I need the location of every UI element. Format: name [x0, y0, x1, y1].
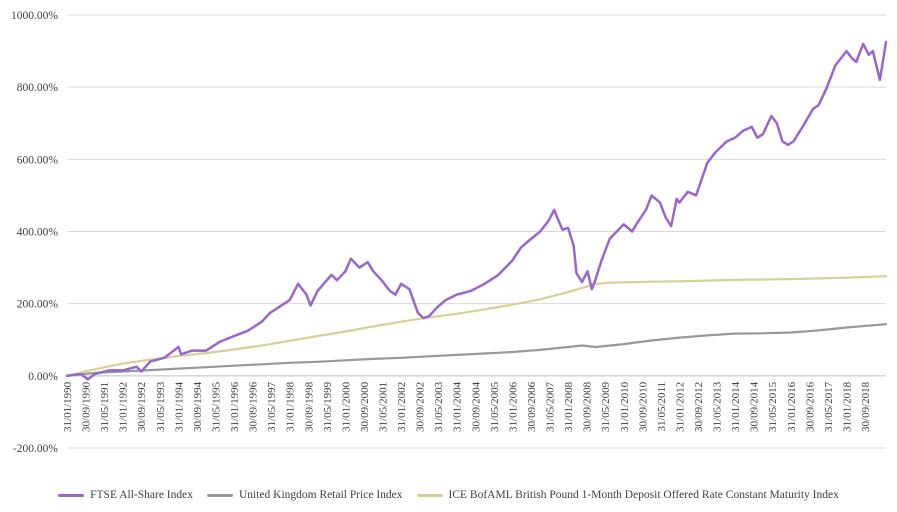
y-tick-label: -200.00% — [13, 443, 58, 455]
x-tick-label: 30/09/2008 — [582, 381, 594, 432]
x-tick-label: 31/01/2010 — [619, 381, 631, 432]
series-line-ftse — [65, 40, 888, 381]
x-tick-label: 30/09/2000 — [359, 381, 371, 432]
series-line-deposit — [65, 275, 888, 377]
x-tick-label: 31/01/2006 — [507, 381, 519, 432]
legend-label-deposit: ICE BofAML British Pound 1-Month Deposit… — [448, 489, 839, 501]
x-tick-label: 30/09/1994 — [192, 381, 204, 432]
series-line-rpi — [65, 323, 888, 377]
y-tick-label: 800.00% — [17, 82, 59, 94]
x-tick-label: 30/09/2006 — [526, 381, 538, 432]
y-tick-label: 200.00% — [17, 299, 59, 311]
x-tick-label: 31/05/1991 — [99, 382, 111, 432]
x-tick-label: 31/01/2008 — [563, 381, 575, 432]
y-tick-label: 400.00% — [17, 227, 59, 239]
legend-item-deposit: ICE BofAML British Pound 1-Month Deposit… — [416, 486, 839, 504]
y-tick-labels: -200.00% 0.00% 200.00% 400.00% 600.00% 800.00… — [11, 10, 58, 455]
x-tick-label: 31/05/2009 — [600, 381, 612, 432]
x-tick-label: 30/09/1992 — [136, 382, 148, 432]
legend-swatch-deposit — [416, 493, 443, 497]
legend-item-rpi: United Kingdom Retail Price Index — [207, 486, 403, 504]
x-tick-label: 30/09/2004 — [470, 381, 482, 432]
x-tick-label: 31/05/1997 — [266, 381, 278, 432]
x-tick-labels: 31/01/1990 30/09/1990 31/05/1991 31/01/1992… — [62, 381, 872, 432]
x-tick-label: 30/09/1998 — [303, 381, 315, 432]
x-tick-label: 31/01/1994 — [173, 381, 185, 432]
x-tick-label: 31/05/2005 — [489, 381, 501, 432]
x-tick-label: 31/01/1996 — [229, 381, 241, 432]
x-tick-label: 31/01/1990 — [62, 381, 74, 432]
x-tick-label: 31/01/2000 — [340, 381, 352, 432]
x-tick-label: 31/01/2002 — [396, 382, 408, 432]
y-tick-label: 600.00% — [17, 154, 59, 166]
x-tick-label: 31/01/2018 — [841, 381, 853, 432]
y-tick-label: 1000.00% — [11, 10, 58, 22]
legend-item-ftse: FTSE All-Share Index — [58, 486, 193, 504]
x-tick-label: 31/05/1995 — [210, 381, 222, 432]
x-tick-label: 30/09/2012 — [693, 382, 705, 432]
x-tick-label: 31/05/2015 — [767, 381, 779, 432]
x-tick-label: 31/01/1992 — [118, 382, 130, 432]
x-tick-label: 30/09/2014 — [749, 381, 761, 432]
x-tick-label: 30/09/2018 — [860, 381, 872, 432]
x-tick-label: 31/05/1999 — [322, 381, 334, 432]
legend-label-rpi: United Kingdom Retail Price Index — [239, 489, 403, 501]
x-tick-label: 31/01/2014 — [730, 381, 742, 432]
x-tick-label: 31/05/2003 — [433, 381, 445, 432]
legend: FTSE All-Share Index United Kingdom Reta… — [0, 486, 897, 504]
x-tick-label: 30/09/2016 — [804, 381, 816, 432]
chart-svg: -200.00% 0.00% 200.00% 400.00% 600.00% 800.00… — [11, 10, 888, 455]
x-tick-label: 30/09/2010 — [637, 381, 649, 432]
x-tick-label: 30/09/2002 — [415, 382, 427, 432]
x-tick-label: 31/05/2001 — [377, 382, 389, 432]
x-tick-label: 31/05/2017 — [823, 381, 835, 432]
series-lines — [65, 40, 888, 381]
x-tick-label: 30/09/1990 — [81, 381, 93, 432]
y-tick-label: 0.00% — [28, 371, 58, 383]
x-tick-label: 31/05/2007 — [545, 381, 557, 432]
x-tick-label: 31/05/2011 — [656, 382, 668, 432]
x-tick-label: 31/01/2004 — [452, 381, 464, 432]
x-tick-label: 31/01/2012 — [674, 382, 686, 432]
x-tick-label: 31/01/1998 — [285, 381, 297, 432]
legend-swatch-rpi — [207, 493, 233, 497]
legend-label-ftse: FTSE All-Share Index — [90, 489, 193, 501]
x-tick-label: 31/01/2016 — [786, 381, 798, 432]
gridlines — [67, 14, 886, 449]
legend-swatch-ftse — [58, 493, 85, 497]
x-tick-label: 31/05/2013 — [712, 381, 724, 432]
x-tick-label: 30/09/1996 — [248, 381, 260, 432]
x-tick-label: 31/05/1993 — [155, 381, 167, 432]
